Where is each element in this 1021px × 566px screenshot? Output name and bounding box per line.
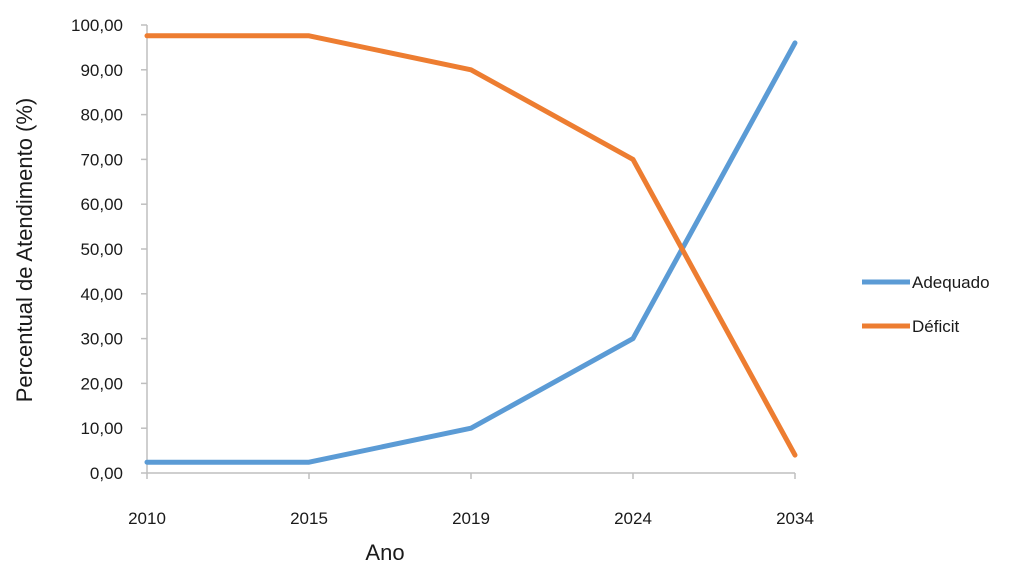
x-tick-label: 2024 [614, 509, 652, 528]
y-axis-title: Percentual de Atendimento (%) [12, 98, 37, 403]
y-tick-label: 20,00 [80, 374, 123, 393]
y-tick-label: 30,00 [80, 330, 123, 349]
x-tick-label: 2019 [452, 509, 490, 528]
y-tick-label: 100,00 [71, 16, 123, 35]
x-axis-title: Ano [365, 540, 404, 565]
y-tick-label: 50,00 [80, 240, 123, 259]
legend-label: Déficit [912, 317, 960, 336]
y-tick-label: 0,00 [90, 464, 123, 483]
y-tick-label: 90,00 [80, 61, 123, 80]
y-tick-label: 80,00 [80, 106, 123, 125]
x-axis: 2010 2015 2019 2024 2034 [128, 472, 814, 528]
y-tick-label: 70,00 [80, 150, 123, 169]
x-tick-label: 2010 [128, 509, 166, 528]
x-tick-label: 2034 [776, 509, 814, 528]
legend: Adequado Déficit [862, 273, 990, 336]
series-layer [144, 33, 798, 465]
series-line-adequado [144, 40, 798, 465]
y-tick-label: 40,00 [80, 285, 123, 304]
y-axis: 0,00 10,00 20,00 30,00 40,00 50,00 60,00 70,00 8… [71, 16, 148, 483]
series-line-déficit [144, 33, 798, 458]
x-tick-label: 2015 [290, 509, 328, 528]
legend-label: Adequado [912, 273, 990, 292]
y-tick-label: 10,00 [80, 419, 123, 438]
y-tick-label: 60,00 [80, 195, 123, 214]
